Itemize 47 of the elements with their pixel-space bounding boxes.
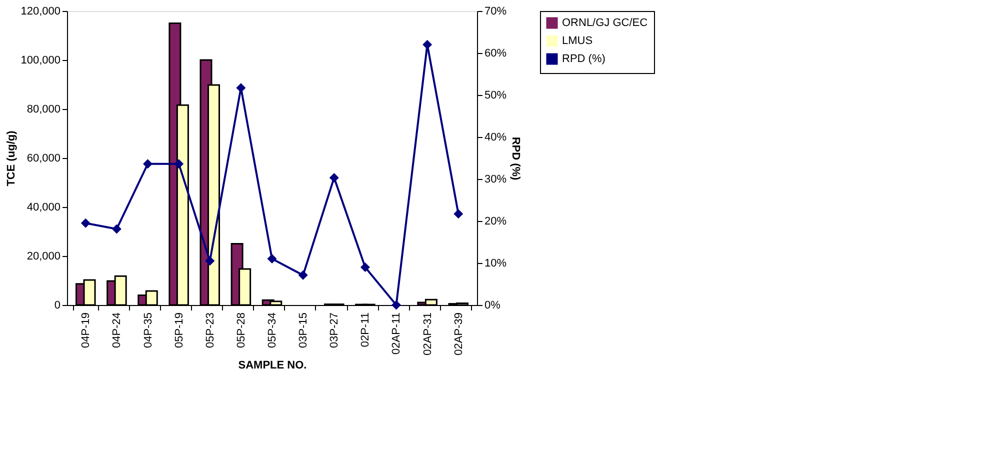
point: [454, 209, 464, 219]
x-tick-label: 05P-34: [266, 312, 278, 348]
x-tick-label: 02AP-31: [422, 312, 434, 356]
point: [392, 300, 401, 310]
x-tick-label: 04P-24: [111, 312, 124, 348]
x-tick-label: 02AP-39: [452, 312, 465, 356]
x-tick-label: 05P-23: [204, 312, 216, 348]
y2-tick-label: 60%: [484, 48, 507, 60]
point: [267, 254, 277, 264]
point: [112, 224, 122, 234]
y2-tick-label: 0%: [484, 300, 501, 312]
x-axis-title: SAMPLE NO.: [238, 359, 307, 372]
point: [298, 270, 308, 280]
point: [422, 40, 432, 50]
y-tick-label: 0: [54, 300, 60, 312]
y2-tick-label: 20%: [484, 216, 507, 228]
y-tick-label: 20,000: [26, 250, 60, 262]
y-tick-label: 60,000: [26, 152, 60, 164]
y2-axis-title: RPD (%): [510, 136, 522, 181]
y-tick-label: 40,000: [26, 202, 60, 214]
y2-tick-label: 40%: [484, 132, 507, 144]
x-tick-label: 03P-27: [328, 312, 341, 348]
legend-label: LMUS: [562, 35, 593, 47]
y-tick-label: 100,000: [20, 54, 60, 66]
x-tick-label: 02P-11: [360, 312, 372, 348]
legend-label: ORNL/GJ GC/EC: [562, 17, 648, 29]
x-tick-label: 05P-28: [235, 312, 248, 348]
point: [360, 262, 370, 272]
point: [236, 83, 246, 93]
y-axis-title: TCE (ug/g): [6, 130, 18, 186]
y-tick-label: 80,000: [26, 104, 60, 116]
y-tick-label: 120,000: [20, 6, 60, 18]
legend-label: RPD (%): [562, 53, 606, 65]
y2-tick-label: 50%: [484, 90, 507, 102]
point: [174, 159, 184, 169]
y2-tick-label: 30%: [484, 174, 507, 186]
x-tick-label: 02AP-11: [390, 312, 403, 354]
x-tick-label: 04P-35: [142, 312, 154, 348]
x-tick-label: 05P-19: [173, 312, 186, 348]
point: [205, 256, 215, 266]
point: [143, 159, 152, 169]
point: [80, 218, 90, 228]
x-tick-label: 03P-15: [298, 312, 310, 348]
y2-tick-label: 70%: [484, 6, 507, 18]
y2-tick-label: 10%: [484, 258, 507, 270]
point: [329, 172, 339, 182]
x-tick-label: 04P-19: [80, 312, 92, 348]
